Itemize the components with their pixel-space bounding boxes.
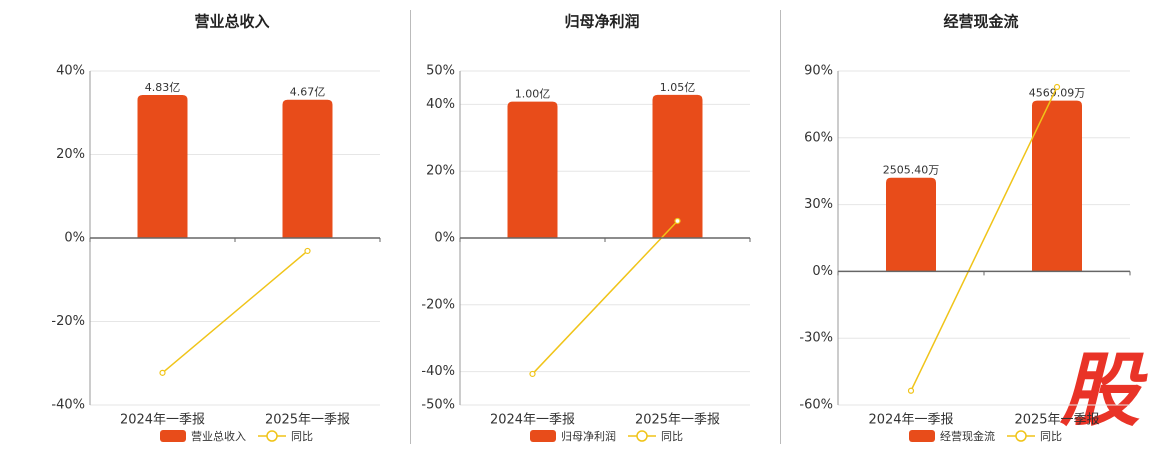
line [162, 250, 308, 374]
legend-swatch [1015, 430, 1027, 442]
legend-swatch [266, 430, 278, 442]
line-point [674, 217, 681, 225]
legend-label: 归母净利润 [561, 429, 616, 443]
value-label: 1.05亿 [660, 81, 696, 94]
legend-label: 营业总收入 [191, 429, 246, 443]
chart-title: 营业总收入 [194, 13, 269, 31]
y-tick-label: 60% [804, 130, 833, 145]
bar [886, 177, 936, 272]
y-tick-label: -20% [51, 314, 85, 329]
value-label: 4.67亿 [290, 86, 326, 99]
y-tick-label: 40% [426, 97, 455, 112]
y-tick-label: -40% [421, 364, 455, 379]
line-point [907, 387, 915, 394]
y-tick-label: 0% [812, 264, 833, 279]
bar [652, 94, 703, 238]
bar [1032, 100, 1082, 272]
legend-label: 经营现金流 [940, 429, 995, 443]
x-tick-label: 2025年一季报 [635, 413, 720, 428]
x-tick-label: 2024年一季报 [868, 413, 953, 428]
y-tick-label: 90% [804, 64, 833, 79]
line-point [159, 369, 166, 376]
watermark: 股 [1059, 344, 1148, 437]
bar [282, 99, 333, 238]
y-tick-label: 0% [434, 231, 455, 246]
y-tick-label: 20% [56, 147, 85, 162]
line-point [529, 370, 536, 378]
legend-swatch [160, 430, 186, 442]
x-tick-label: 2025年一季报 [1014, 413, 1099, 428]
y-tick-label: 20% [426, 164, 455, 179]
line-point [1053, 83, 1061, 91]
y-tick-label: -60% [799, 398, 833, 413]
y-tick-label: -30% [799, 331, 833, 346]
legend-label: 同比 [291, 430, 313, 443]
line [910, 86, 1058, 392]
legend-swatch [909, 430, 935, 442]
y-tick-label: 50% [426, 64, 455, 79]
y-tick-label: -50% [421, 398, 455, 413]
y-tick-label: 40% [56, 64, 85, 79]
x-tick-label: 2024年一季报 [120, 413, 205, 428]
x-tick-label: 2024年一季报 [490, 413, 575, 428]
legend-label: 同比 [1040, 430, 1062, 443]
x-tick-label: 2025年一季报 [265, 413, 350, 428]
y-tick-label: -20% [421, 297, 455, 312]
y-tick-label: 30% [804, 197, 833, 212]
y-tick-label: 0% [64, 231, 85, 246]
legend-swatch [636, 430, 648, 442]
bar [507, 101, 558, 239]
legend-swatch [530, 430, 556, 442]
line [531, 220, 679, 375]
bar [137, 94, 188, 238]
chart-title: 经营现金流 [943, 13, 1018, 31]
y-tick-label: -40% [51, 398, 85, 413]
line-point [304, 247, 311, 255]
value-label: 2505.40万 [883, 164, 940, 177]
value-label: 4.83亿 [145, 81, 181, 94]
value-label: 4569.09万 [1029, 87, 1086, 100]
value-label: 1.00亿 [515, 88, 551, 101]
legend-label: 同比 [661, 430, 683, 443]
chart-title: 归母净利润 [564, 13, 639, 31]
